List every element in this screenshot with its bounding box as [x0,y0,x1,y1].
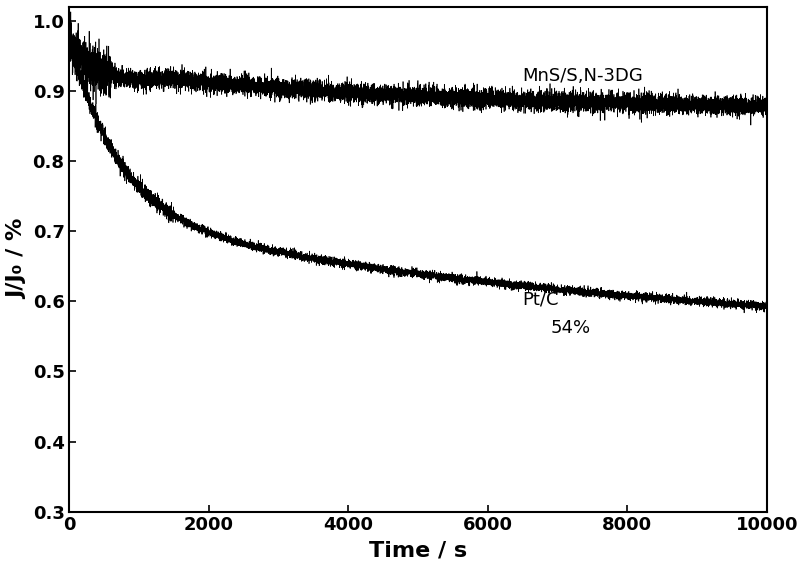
X-axis label: Time / s: Time / s [369,540,467,560]
Y-axis label: J/J₀ / %: J/J₀ / % [7,219,27,299]
Text: 54%: 54% [551,319,591,337]
Text: 87%: 87% [551,95,591,113]
Text: MnS/S,N-3DG: MnS/S,N-3DG [522,66,643,84]
Text: Pt/C: Pt/C [522,291,559,309]
